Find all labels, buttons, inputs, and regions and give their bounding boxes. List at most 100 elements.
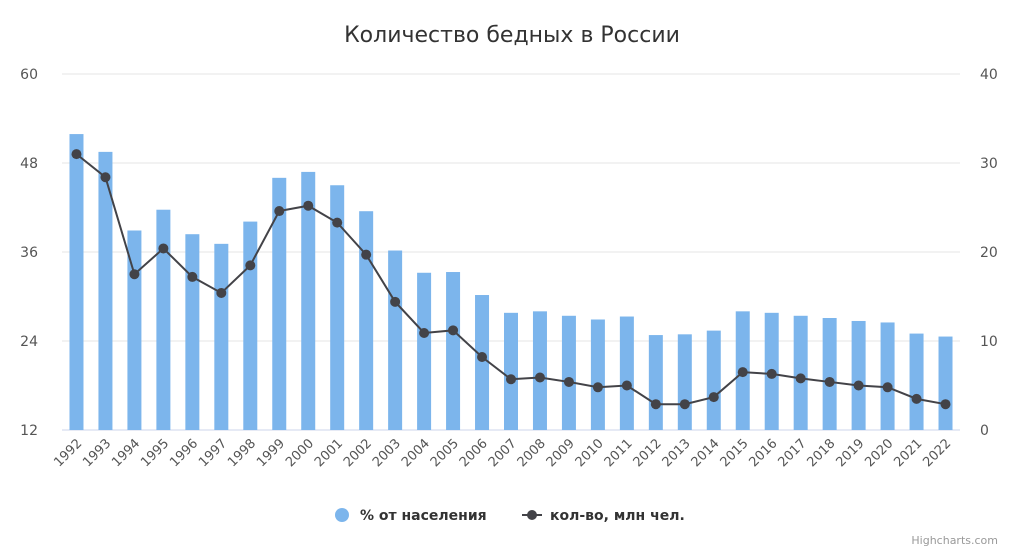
x-tick-label: 1992 <box>51 436 85 470</box>
left-tick-label: 36 <box>20 245 38 261</box>
x-tick-label: 2012 <box>631 436 665 470</box>
x-tick-label: 2020 <box>862 436 896 470</box>
x-tick-label: 1998 <box>225 436 259 470</box>
line-point <box>71 149 82 160</box>
x-tick-label: 2011 <box>602 436 636 470</box>
x-tick-label: 2018 <box>804 436 838 470</box>
line-point <box>824 376 835 387</box>
bar <box>330 185 345 430</box>
bar <box>243 221 258 430</box>
x-tick-label: 2015 <box>718 436 752 470</box>
grid-lines <box>62 73 960 431</box>
line-point <box>303 200 314 211</box>
bar <box>561 315 576 430</box>
x-tick-label: 1994 <box>109 436 143 470</box>
line-point <box>448 325 459 336</box>
bar <box>69 134 84 430</box>
line-point <box>708 392 719 403</box>
x-tick-label: 2005 <box>428 436 462 470</box>
line-point <box>332 217 343 228</box>
line-point <box>419 327 430 338</box>
bar <box>185 234 200 430</box>
chart-title: Количество бедных в России <box>344 23 680 48</box>
bar <box>388 250 403 430</box>
bar <box>301 171 316 430</box>
line-point <box>650 399 661 410</box>
legend-line-dot <box>527 510 537 520</box>
line-point <box>853 380 864 391</box>
legend: % от населения кол-во, млн чел. <box>335 508 685 524</box>
bar <box>446 272 461 430</box>
line-point <box>274 206 285 217</box>
line-point <box>477 352 488 363</box>
line-point <box>679 399 690 410</box>
x-tick-label: 1995 <box>138 436 172 470</box>
line-point <box>245 260 256 271</box>
bar <box>851 320 866 430</box>
x-tick-label: 2006 <box>457 436 491 470</box>
right-axis: 0 10 20 30 40 <box>980 67 998 439</box>
bar <box>822 318 837 430</box>
legend-bar-label[interactable]: % от населения <box>360 508 487 524</box>
line-point <box>766 368 777 379</box>
bar <box>156 209 171 430</box>
bar <box>475 295 490 430</box>
bar <box>793 315 808 430</box>
bar <box>127 230 142 430</box>
right-tick-label: 20 <box>980 245 998 261</box>
x-tick-label: 1999 <box>254 436 288 470</box>
line-point <box>940 399 951 410</box>
x-tick-label: 2016 <box>747 436 781 470</box>
line-point <box>882 382 893 393</box>
bar <box>532 311 547 430</box>
line-point <box>361 249 372 260</box>
bar <box>880 322 895 430</box>
x-tick-label: 2009 <box>544 436 578 470</box>
x-tick-label: 2013 <box>660 436 694 470</box>
line-point <box>390 296 401 307</box>
x-tick-label: 2021 <box>891 436 925 470</box>
line-point <box>563 376 574 387</box>
legend-bar-marker <box>335 508 349 522</box>
line-point <box>187 271 198 282</box>
bar <box>619 316 634 430</box>
bar <box>417 272 432 430</box>
x-tick-label: 2019 <box>833 436 867 470</box>
line-point <box>911 393 922 404</box>
left-tick-label: 60 <box>20 67 38 83</box>
left-tick-label: 24 <box>20 334 38 350</box>
bar <box>677 334 692 430</box>
x-tick-label: 1997 <box>196 436 230 470</box>
left-axis: 12 24 36 48 60 <box>20 67 38 439</box>
bar <box>938 336 953 430</box>
bar <box>648 335 663 430</box>
line-point <box>737 367 748 378</box>
x-tick-label: 2022 <box>920 436 954 470</box>
x-tick-label: 2000 <box>283 436 317 470</box>
line-point <box>534 372 545 383</box>
x-tick-label: 2010 <box>573 436 607 470</box>
x-tick-label: 2014 <box>689 436 723 470</box>
bar <box>359 211 374 430</box>
left-tick-label: 12 <box>20 423 38 439</box>
x-tick-label: 2007 <box>486 436 520 470</box>
left-tick-label: 48 <box>20 156 38 172</box>
bar <box>590 319 605 430</box>
right-tick-label: 10 <box>980 334 998 350</box>
bar <box>272 177 287 430</box>
line-series <box>71 149 951 410</box>
bar <box>909 333 924 430</box>
bar <box>214 243 229 430</box>
x-tick-label: 2004 <box>399 436 433 470</box>
x-tick-label: 2017 <box>775 436 809 470</box>
right-tick-label: 0 <box>980 423 989 439</box>
x-tick-label: 1993 <box>80 436 114 470</box>
bar <box>706 330 721 430</box>
credit-link[interactable]: Highcharts.com <box>911 534 998 547</box>
line-point <box>158 243 169 254</box>
line-point <box>129 269 140 280</box>
legend-line-label[interactable]: кол-во, млн чел. <box>550 508 685 524</box>
x-tick-label: 2003 <box>370 436 404 470</box>
line-point <box>216 287 227 298</box>
